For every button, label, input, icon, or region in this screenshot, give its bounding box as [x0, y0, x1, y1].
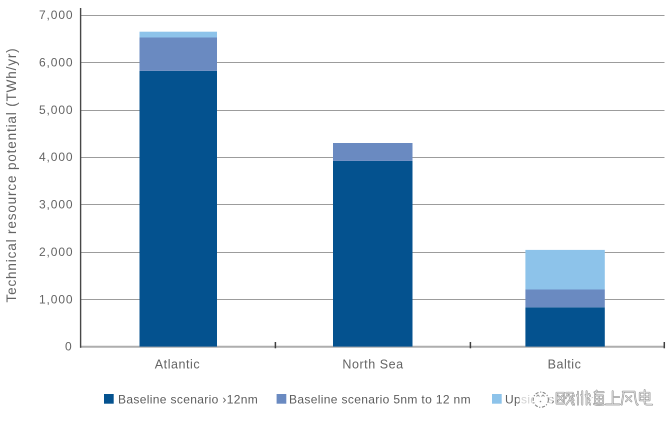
svg-text:Baseline scenario 5nm to 12 nm: Baseline scenario 5nm to 12 nm: [289, 392, 471, 406]
svg-text:6,000: 6,000: [39, 56, 74, 70]
svg-text:Baseline scenario ›12nm: Baseline scenario ›12nm: [118, 392, 258, 406]
svg-text:Baltic: Baltic: [548, 357, 582, 371]
svg-text:Atlantic: Atlantic: [155, 357, 200, 371]
svg-text:North Sea: North Sea: [342, 357, 403, 371]
svg-text:3,000: 3,000: [39, 198, 74, 212]
svg-text:4,000: 4,000: [39, 150, 74, 164]
svg-text:7,000: 7,000: [39, 8, 74, 22]
svg-text:5,000: 5,000: [39, 103, 74, 117]
svg-text:0: 0: [65, 340, 73, 354]
svg-text:Technical resource potential (: Technical resource potential (TWh/yr): [4, 47, 19, 302]
svg-text:2,000: 2,000: [39, 245, 74, 259]
svg-text:1,000: 1,000: [39, 292, 74, 306]
